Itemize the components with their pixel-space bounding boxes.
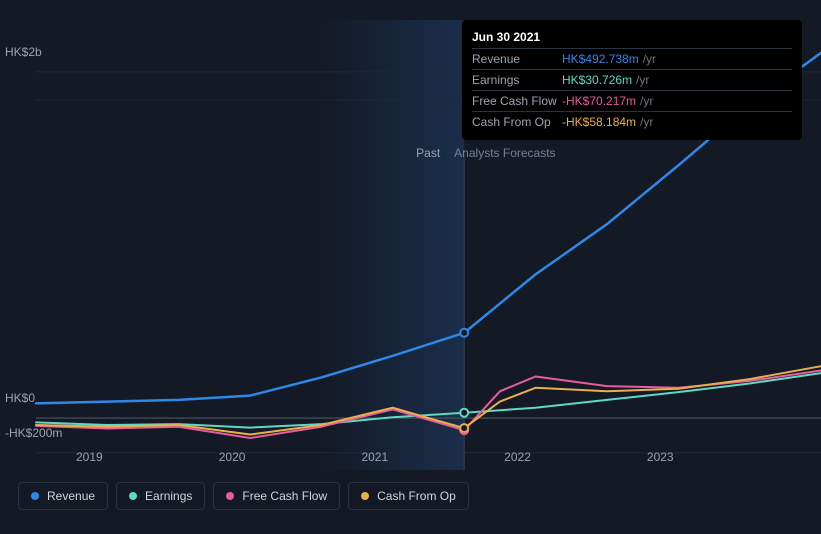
x-axis-label: 2023 xyxy=(647,450,674,464)
tooltip-value: HK$30.726m xyxy=(562,73,632,87)
tooltip-unit: /yr xyxy=(636,73,649,87)
tooltip-key: Earnings xyxy=(472,73,562,87)
tooltip-key: Revenue xyxy=(472,52,562,66)
tooltip-key: Cash From Op xyxy=(472,115,562,129)
tooltip-row: RevenueHK$492.738m/yr xyxy=(472,49,792,70)
tooltip-row: Cash From Op-HK$58.184m/yr xyxy=(472,112,792,132)
x-axis-label: 2019 xyxy=(76,450,103,464)
tooltip-key: Free Cash Flow xyxy=(472,94,562,108)
tooltip-value: HK$492.738m xyxy=(562,52,639,66)
legend-item[interactable]: Free Cash Flow xyxy=(213,482,340,510)
past-label: Past xyxy=(416,146,440,160)
legend-dot-icon xyxy=(226,492,234,500)
tooltip-row: Free Cash Flow-HK$70.217m/yr xyxy=(472,91,792,112)
tooltip-title: Jun 30 2021 xyxy=(472,26,792,49)
y-axis-label: HK$0 xyxy=(5,391,35,405)
legend-label: Free Cash Flow xyxy=(242,489,327,503)
y-axis-label: -HK$200m xyxy=(5,426,62,440)
x-axis-label: 2021 xyxy=(361,450,388,464)
tooltip-unit: /yr xyxy=(640,115,653,129)
y-axis-label: HK$2b xyxy=(5,45,42,59)
legend-label: Earnings xyxy=(145,489,192,503)
tooltip-value: -HK$58.184m xyxy=(562,115,636,129)
legend-dot-icon xyxy=(129,492,137,500)
legend-dot-icon xyxy=(31,492,39,500)
legend-label: Cash From Op xyxy=(377,489,456,503)
tooltip-value: -HK$70.217m xyxy=(562,94,636,108)
legend-label: Revenue xyxy=(47,489,95,503)
tooltip-unit: /yr xyxy=(640,94,653,108)
legend-item[interactable]: Cash From Op xyxy=(348,482,469,510)
chart-tooltip: Jun 30 2021 RevenueHK$492.738m/yrEarning… xyxy=(462,20,802,140)
tooltip-row: EarningsHK$30.726m/yr xyxy=(472,70,792,91)
legend-dot-icon xyxy=(361,492,369,500)
tooltip-unit: /yr xyxy=(643,52,656,66)
legend-item[interactable]: Earnings xyxy=(116,482,205,510)
legend-item[interactable]: Revenue xyxy=(18,482,108,510)
x-axis-label: 2022 xyxy=(504,450,531,464)
x-axis-label: 2020 xyxy=(219,450,246,464)
forecast-label: Analysts Forecasts xyxy=(454,146,555,160)
legend: Revenue Earnings Free Cash Flow Cash From O… xyxy=(18,482,469,510)
